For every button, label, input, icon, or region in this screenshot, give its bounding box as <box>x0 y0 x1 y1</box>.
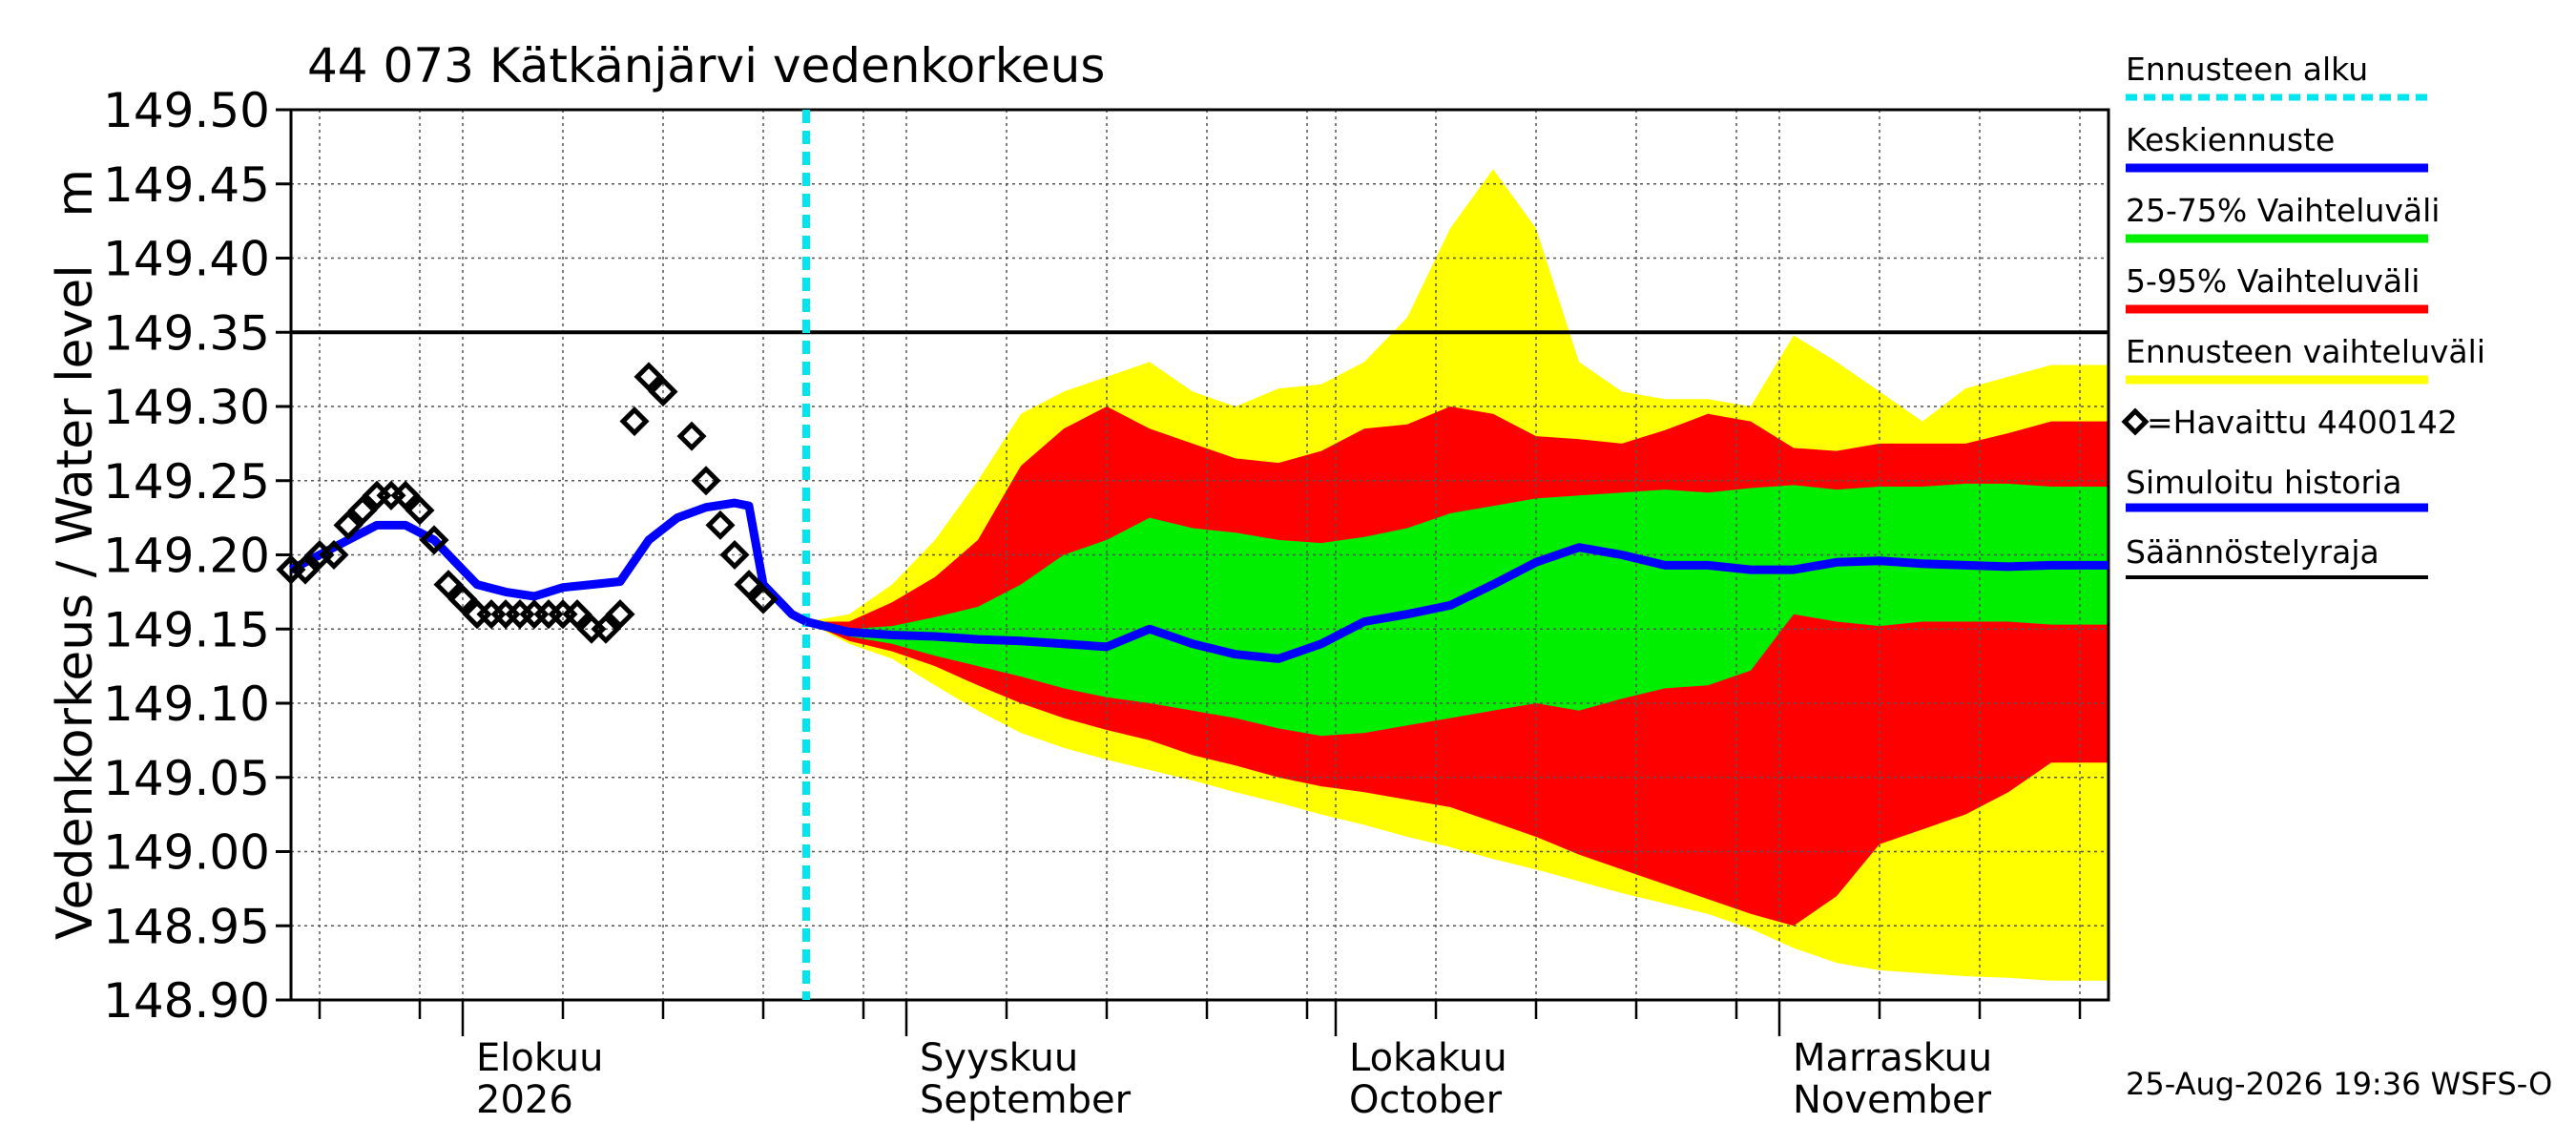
y-tick-label: 149.35 <box>103 305 270 361</box>
y-tick-label: 149.15 <box>103 602 270 657</box>
observed-point <box>705 510 736 540</box>
legend-label: Simuloitu historia <box>2126 464 2401 501</box>
y-tick-label: 148.90 <box>103 973 270 1029</box>
legend: Ennusteen alku Keskiennuste 25-75% Vaihtel… <box>2121 51 2485 579</box>
observed-point <box>419 525 449 555</box>
x-month-label: Syyskuu <box>920 1036 1078 1080</box>
observed-point <box>390 480 421 510</box>
legend-label: =Havaittu 4400142 <box>2147 404 2458 441</box>
observed-point <box>562 599 592 630</box>
observed-point <box>691 466 721 496</box>
chart-title: 44 073 Kätkänjärvi vedenkorkeus <box>307 38 1105 94</box>
x-month-label: Marraskuu <box>1793 1036 1992 1080</box>
y-tick-label: 149.00 <box>103 825 270 881</box>
observed-point <box>333 510 364 540</box>
legend-label: Ennusteen vaihteluväli <box>2126 333 2485 370</box>
y-tick-label: 149.30 <box>103 380 270 435</box>
x-month-label: Elokuu <box>476 1036 604 1080</box>
x-month-sublabel: 2026 <box>476 1078 573 1122</box>
legend-label: Säännöstelyraja <box>2126 533 2379 571</box>
observed-point <box>748 584 779 614</box>
axes-labels: 149.50 149.45 149.40 149.35 149.30 149.25 149.… <box>103 83 1992 1122</box>
observed-point <box>447 584 478 614</box>
legend-label: Keskiennuste <box>2126 121 2335 158</box>
observed-point <box>347 495 378 526</box>
plot-frame <box>276 108 2110 1036</box>
observed-point <box>319 539 349 571</box>
observed-point <box>591 614 621 644</box>
x-month-sublabel: October <box>1349 1078 1503 1122</box>
y-tick-label: 148.95 <box>103 899 270 954</box>
y-tick-label: 149.05 <box>103 751 270 806</box>
footer-timestamp: 25-Aug-2026 19:36 WSFS-O <box>2126 1066 2552 1102</box>
forecast-bands <box>806 169 2109 981</box>
p25-p75-band <box>806 483 2109 737</box>
y-tick-label: 149.40 <box>103 232 270 287</box>
simulated-history-line <box>288 498 809 626</box>
legend-label: 25-75% Vaihteluväli <box>2126 192 2440 229</box>
observed-point <box>676 421 707 451</box>
observed-point <box>605 599 635 630</box>
y-tick-label: 149.45 <box>103 157 270 213</box>
legend-marker <box>2121 407 2150 436</box>
y-axis-label: Vedenkorkeus / Water level m <box>47 169 104 940</box>
observed-point <box>619 406 650 437</box>
y-tick-label: 149.20 <box>103 529 270 584</box>
y-tick-label: 149.25 <box>103 454 270 510</box>
x-month-sublabel: November <box>1793 1078 1992 1122</box>
x-month-label: Lokakuu <box>1349 1036 1507 1080</box>
y-tick-label: 149.50 <box>103 83 270 138</box>
observed-point <box>648 376 678 406</box>
observed-point <box>433 570 464 600</box>
legend-label: Ennusteen alku <box>2126 51 2368 88</box>
y-tick-label: 149.10 <box>103 677 270 732</box>
legend-label: 5-95% Vaihteluväli <box>2126 262 2420 300</box>
series-layer <box>276 110 2109 1000</box>
observed-point <box>405 495 435 526</box>
observed-point <box>734 570 764 600</box>
x-month-sublabel: September <box>920 1078 1132 1122</box>
observed-point <box>719 539 750 571</box>
observed-point <box>290 554 321 585</box>
observed-point <box>634 362 664 392</box>
median-forecast-line <box>804 543 2109 663</box>
